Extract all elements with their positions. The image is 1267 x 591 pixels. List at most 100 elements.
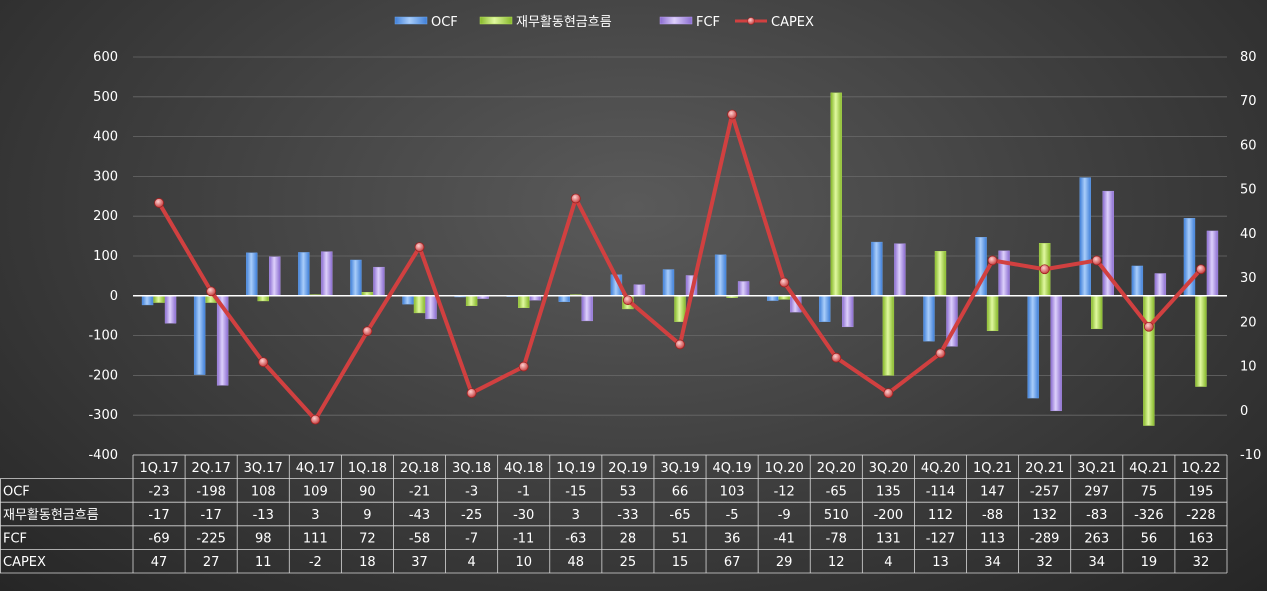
left-axis: 600 500 400 300 200 100 0 -100 -200 -300 -400 <box>88 50 118 463</box>
left-axis-tick-label: -200 <box>88 368 118 383</box>
bar-ocf <box>141 295 154 306</box>
table-row-label: FCF <box>3 532 27 547</box>
table-cell: -25 <box>461 508 482 523</box>
bar-financing <box>153 295 165 303</box>
capex-point <box>987 255 998 266</box>
table-cell: -12 <box>774 484 795 499</box>
table-category-label: 2Q.17 <box>192 461 231 476</box>
table-cell: -11 <box>513 532 534 547</box>
right-axis-tick-label: 20 <box>1240 315 1257 330</box>
right-axis: 80 70 60 50 40 30 20 10 0 -10 <box>1240 50 1261 463</box>
left-axis-tick-label: -400 <box>88 448 118 463</box>
right-axis-tick-label: -10 <box>1240 448 1261 463</box>
legend-swatch <box>479 16 513 25</box>
table-cell: -289 <box>1030 532 1060 547</box>
bar-fcf <box>1206 230 1219 296</box>
table-cell: -17 <box>201 508 222 523</box>
bar-financing <box>465 295 478 306</box>
bar-ocf <box>298 252 310 296</box>
table-category-label: 3Q.21 <box>1077 461 1116 476</box>
table-cell: 15 <box>672 555 689 570</box>
table-cell: -30 <box>513 508 534 523</box>
legend-swatch <box>659 16 693 25</box>
right-axis-tick-label: 50 <box>1240 183 1257 198</box>
capex-point <box>206 286 217 297</box>
right-axis-tick-label: 70 <box>1240 94 1257 109</box>
bar-ocf <box>1027 295 1039 399</box>
bar-ocf <box>714 254 727 296</box>
table-cell: 48 <box>568 555 585 570</box>
table-category-label: 1Q.21 <box>973 461 1012 476</box>
capex-point <box>1196 264 1206 275</box>
table-cell: 27 <box>203 555 220 570</box>
table-cell: 32 <box>1193 555 1210 570</box>
right-axis-tick-label: 10 <box>1240 360 1257 375</box>
table-cell: 18 <box>359 555 376 570</box>
table-cell: 163 <box>1189 532 1214 547</box>
capex-point <box>414 242 425 253</box>
table-cell: -17 <box>148 508 169 523</box>
table-category-label: 2Q.21 <box>1025 461 1064 476</box>
capex-point <box>623 295 633 306</box>
table-cell: 4 <box>884 555 892 570</box>
capex-point <box>883 388 894 398</box>
left-axis-tick-label: 500 <box>93 90 118 105</box>
table-cell: -63 <box>565 532 586 547</box>
table-cell: -326 <box>1134 508 1164 523</box>
table-cell: -41 <box>774 532 795 547</box>
table-category-label: 3Q.18 <box>452 461 491 476</box>
capex-point <box>675 339 685 350</box>
table-cell: -88 <box>982 508 1003 523</box>
table-cell: -5 <box>726 508 739 523</box>
legend-swatch-marker <box>747 17 755 25</box>
table-cell: 108 <box>251 484 276 499</box>
bar-ocf <box>819 295 831 322</box>
table-cell: -43 <box>409 508 430 523</box>
table-row-label: OCF <box>3 484 30 499</box>
table-category-label: 1Q.17 <box>139 461 178 476</box>
right-axis-tick-label: 30 <box>1240 271 1257 286</box>
table-cell: -2 <box>309 555 322 570</box>
bar-ocf <box>923 295 935 342</box>
capex-point <box>154 198 164 208</box>
bar-fcf <box>321 251 333 296</box>
table-cell: -13 <box>253 508 274 523</box>
table-cell: 112 <box>928 508 953 523</box>
table-cell: 132 <box>1032 508 1057 523</box>
table-cell: 3 <box>572 508 580 523</box>
left-axis-tick-label: 400 <box>93 130 118 145</box>
table-cell: 147 <box>980 484 1005 499</box>
capex-line-series <box>154 109 1206 425</box>
table-cell: 19 <box>1141 555 1158 570</box>
table-cell: 56 <box>1141 532 1158 547</box>
table-category-label: 3Q.20 <box>869 461 908 476</box>
legend-label: 재무활동현금흐름 <box>516 15 612 30</box>
table-cell: -200 <box>874 508 904 523</box>
left-axis-tick-label: 100 <box>93 249 118 264</box>
table-cell: -69 <box>148 532 169 547</box>
legend-swatch <box>394 16 428 25</box>
bar-fcf <box>425 295 437 320</box>
bar-financing <box>1195 295 1207 387</box>
table-cell: 47 <box>151 555 168 570</box>
bar-financing <box>830 92 842 296</box>
table-cell: -78 <box>826 532 847 547</box>
table-cell: 109 <box>303 484 328 499</box>
table-cell: -257 <box>1030 484 1060 499</box>
table-cell: 90 <box>359 484 376 499</box>
table-cell: 25 <box>620 555 637 570</box>
left-axis-tick-label: -300 <box>88 408 118 423</box>
bar-financing <box>257 295 269 302</box>
capex-point <box>1039 264 1050 275</box>
table-cell: 51 <box>672 532 689 547</box>
table-cell: 111 <box>303 532 328 547</box>
bar-fcf <box>633 284 646 297</box>
table-cell: 32 <box>1036 555 1053 570</box>
legend-label: OCF <box>431 15 458 30</box>
capex-point <box>1143 321 1154 332</box>
table-cell: 13 <box>932 555 949 570</box>
capex-point <box>570 193 581 204</box>
bar-financing <box>1091 295 1103 330</box>
right-axis-tick-label: 80 <box>1240 50 1257 65</box>
